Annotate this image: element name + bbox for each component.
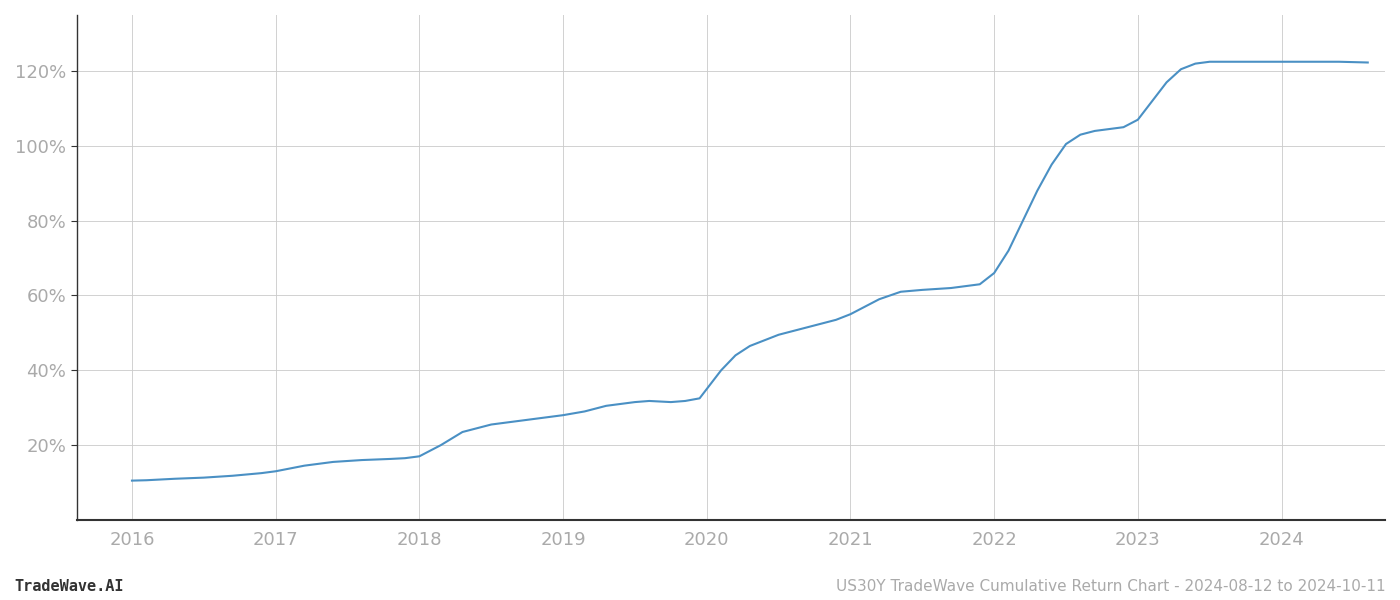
Text: TradeWave.AI: TradeWave.AI (14, 579, 123, 594)
Text: US30Y TradeWave Cumulative Return Chart - 2024-08-12 to 2024-10-11: US30Y TradeWave Cumulative Return Chart … (836, 579, 1386, 594)
